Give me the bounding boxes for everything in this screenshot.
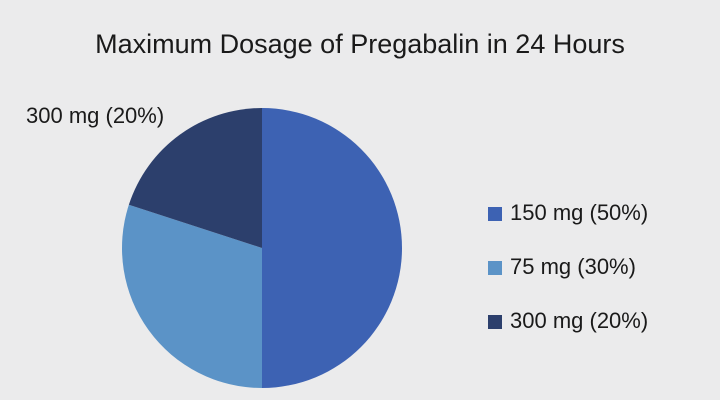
legend-swatch [488, 261, 502, 275]
legend-label: 300 mg (20%) [510, 308, 648, 333]
legend-swatch [488, 315, 502, 329]
annotation: 300 mg (20%) [26, 103, 164, 128]
chart-title: Maximum Dosage of Pregabalin in 24 Hours [95, 29, 625, 59]
pie-slice [262, 108, 402, 388]
legend-label: 75 mg (30%) [510, 254, 636, 279]
legend-label: 150 mg (50%) [510, 200, 648, 225]
pie-slice [128, 108, 262, 248]
pie-slice [121, 204, 263, 388]
legend-swatch [488, 207, 502, 221]
